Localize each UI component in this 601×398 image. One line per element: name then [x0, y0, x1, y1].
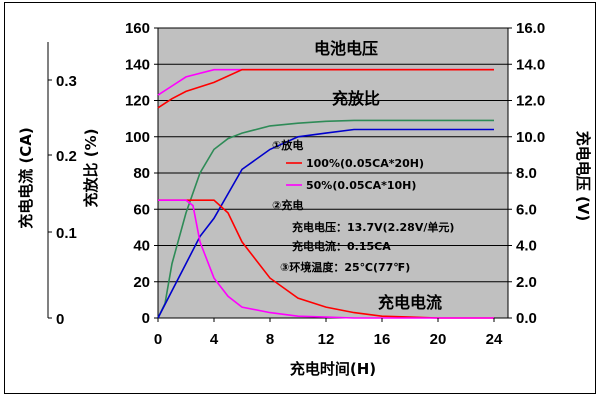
series-group — [157, 68, 494, 319]
left-axis-2-title: 充放比 (%) — [82, 129, 100, 208]
ca-tick-label: 0.3 — [56, 73, 77, 90]
right-tick-label: 6.0 — [516, 201, 537, 218]
left-axis-1-title: 充电电流 (CA) — [17, 127, 35, 229]
x-tick-label: 24 — [486, 331, 503, 348]
label-discharge-100: 100%(0.05CA*20H) — [306, 157, 424, 170]
left-tick-label: 100 — [125, 129, 150, 146]
left-tick-label: 160 — [125, 20, 150, 37]
label-charge-ratio: 充放比 — [332, 89, 380, 108]
label-charge-voltage: 充电电压：13.7V(2.28V/单元) — [292, 220, 454, 234]
series-line-2 — [157, 119, 494, 319]
label-charge-current: 充电电流 — [378, 293, 442, 312]
right-tick-label: 0.0 — [516, 310, 537, 327]
series-line-4 — [158, 199, 494, 319]
left-tick-label: 80 — [133, 165, 150, 182]
left-tick-label: 140 — [125, 56, 150, 73]
series-line-3 — [157, 128, 494, 319]
label-discharge-50: 50%(0.05CA*10H) — [306, 179, 416, 192]
left-tick-label: 40 — [133, 238, 150, 255]
x-tick-label: 4 — [210, 331, 219, 348]
left-tick-label: 20 — [133, 274, 150, 291]
label-discharge: ①放电 — [272, 138, 303, 152]
label-charge-current-value: 充电电流：0.15CA — [292, 239, 391, 253]
right-tick-label: 2.0 — [516, 274, 537, 291]
right-tick-label: 10.0 — [516, 129, 545, 146]
ca-tick-label: 0 — [56, 311, 64, 328]
gridlines — [158, 63, 508, 283]
x-tick-label: 20 — [430, 331, 447, 348]
label-battery-voltage: 电池电压 — [314, 39, 378, 58]
ca-tick-label: 0.1 — [56, 225, 77, 242]
x-tick-label: 8 — [266, 331, 274, 348]
label-charge: ②充电 — [272, 198, 303, 212]
left-tick-label: 0 — [142, 310, 150, 327]
label-ambient-temperature: ③环境温度：25℃(77℉) — [280, 260, 410, 274]
x-tick-label: 16 — [374, 331, 391, 348]
right-axis-title: 充电电压 (V) — [574, 131, 592, 222]
ca-tick-label: 0.2 — [56, 148, 77, 165]
right-tick-label: 12.0 — [516, 93, 545, 110]
right-tick-label: 16.0 — [516, 20, 545, 37]
right-tick-label: 8.0 — [516, 165, 537, 182]
series-line-5 — [158, 199, 494, 319]
right-tick-label: 14.0 — [516, 56, 545, 73]
x-axis-title: 充电时间(H) — [290, 360, 376, 378]
x-tick-label: 0 — [154, 331, 162, 348]
right-tick-label: 4.0 — [516, 238, 537, 255]
left-tick-label: 120 — [125, 93, 150, 110]
left-tick-label: 60 — [133, 201, 150, 218]
series-line-1 — [157, 68, 494, 109]
x-tick-label: 12 — [318, 331, 335, 348]
axes-group: 0 4 8 12 16 20 24 充电时间(H) 160 140 120 100 80 60 40 20 0 充… — [17, 20, 592, 378]
